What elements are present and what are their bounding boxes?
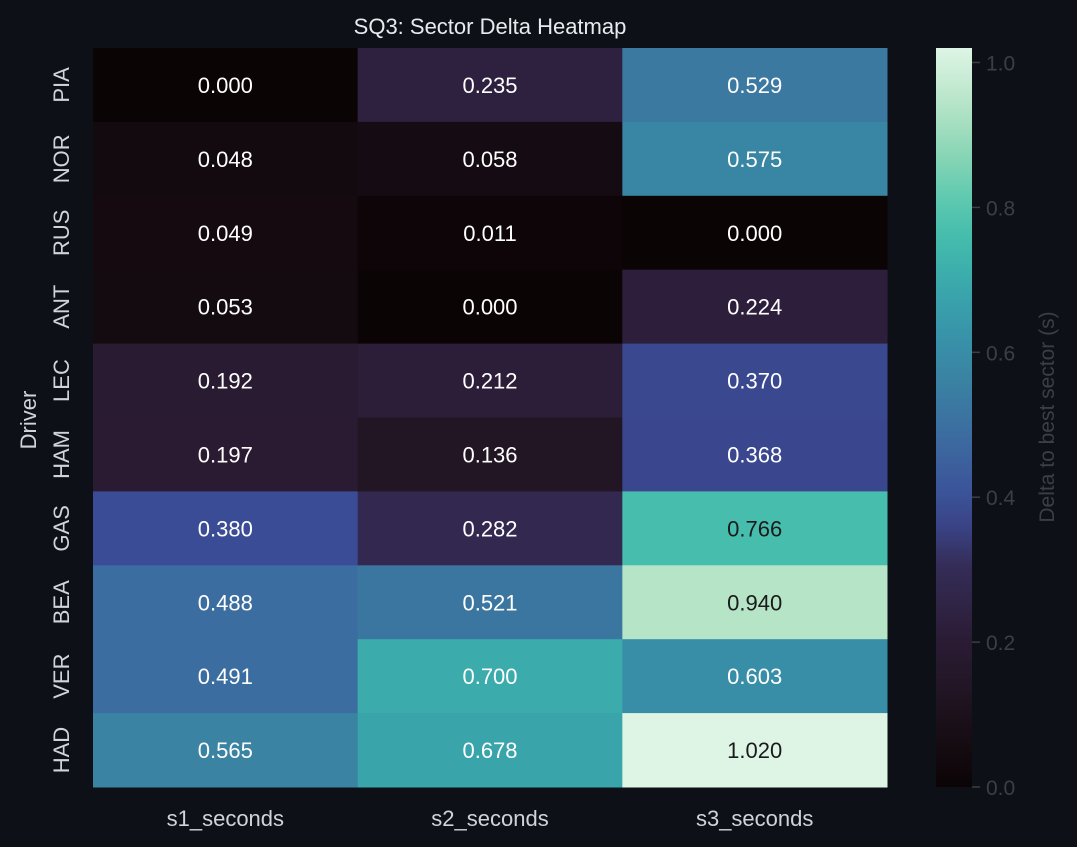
cell-value-label: 0.603 [727, 664, 782, 689]
heatmap-cell [622, 417, 888, 492]
heatmap-cell [357, 269, 623, 345]
cell-value-label: 0.575 [727, 147, 782, 172]
heatmap-cell [622, 491, 888, 566]
cell-value-label: 0.529 [727, 73, 782, 98]
heatmap-cell [93, 491, 359, 566]
heatmap-cell [357, 343, 623, 418]
colorbar-tick-label: 0.4 [986, 487, 1016, 510]
heatmap-cells: 0.000 0.235 0.529 0.048 0.058 0.575 0.049 0.011… [93, 48, 888, 788]
cell-value-label: 0.521 [462, 590, 517, 615]
cell-value-label: 0.565 [198, 738, 253, 763]
cell-value-label: 0.192 [198, 369, 253, 394]
x-tick-labels: s1_seconds s2_seconds s3_seconds [167, 806, 814, 831]
y-tick-label: HAD [49, 727, 74, 773]
y-axis-label: Driver [16, 391, 41, 450]
cell-value-label: 0.136 [462, 442, 517, 467]
heatmap-cell [93, 565, 359, 640]
y-tick-label: VER [49, 654, 74, 699]
y-tick-label: LEC [49, 359, 74, 402]
chart-title: SQ3: Sector Delta Heatmap [354, 14, 627, 39]
heatmap-cell [357, 121, 623, 197]
colorbar-tick-label: 0.2 [986, 632, 1015, 655]
heatmap-cell [357, 417, 623, 492]
heatmap-cell [93, 713, 359, 788]
cell-value-label: 0.048 [198, 147, 253, 172]
cell-value-label: 0.766 [727, 516, 782, 541]
cell-value-label: 0.700 [462, 664, 517, 689]
y-tick-label: BEA [49, 580, 74, 624]
heatmap-cell [357, 195, 623, 271]
heatmap-cell [622, 269, 888, 345]
cell-value-label: 0.380 [198, 516, 253, 541]
heatmap-cell [93, 343, 359, 418]
cell-value-label: 0.000 [462, 295, 517, 320]
cell-value-label: 0.491 [198, 664, 253, 689]
heatmap-cell [357, 565, 623, 640]
heatmap-cell [357, 491, 623, 566]
cell-value-label: 0.940 [727, 590, 782, 615]
heatmap-cell [622, 639, 888, 714]
heatmap-cell [357, 713, 623, 788]
heatmap-cell [357, 48, 623, 123]
heatmap-cell [93, 121, 359, 197]
y-tick-label: RUS [49, 210, 74, 256]
cell-value-label: 0.368 [727, 442, 782, 467]
heatmap-cell [622, 121, 888, 197]
heatmap-cell [93, 639, 359, 714]
cell-value-label: 0.049 [198, 221, 253, 246]
cell-value-label: 0.370 [727, 369, 782, 394]
cell-value-label: 0.678 [462, 738, 517, 763]
heatmap-cell [622, 713, 888, 788]
cell-value-label: 0.224 [727, 295, 782, 320]
cell-value-label: 0.000 [198, 73, 253, 98]
heatmap-cell [622, 343, 888, 418]
y-tick-label: ANT [49, 285, 74, 329]
heatmap-cell [357, 639, 623, 714]
cell-value-label: 0.053 [198, 295, 253, 320]
colorbar-label: Delta to best sector (s) [1036, 311, 1059, 522]
x-tick-label: s2_seconds [431, 806, 548, 831]
y-tick-label: HAM [49, 430, 74, 479]
heatmap-cell [93, 195, 359, 271]
cell-value-label: 0.488 [198, 590, 253, 615]
y-tick-label: NOR [49, 134, 74, 183]
y-tick-labels: PIA NOR RUS ANT LEC HAM GAS BEA VER HAD [49, 67, 74, 773]
colorbar: 0.0 0.2 0.4 0.6 0.8 1.0 Delta to best sector … [936, 48, 1059, 800]
colorbar-ticks: 0.0 0.2 0.4 0.6 0.8 1.0 [972, 52, 1016, 800]
heatmap-cell [93, 48, 359, 123]
cell-value-label: 0.212 [462, 369, 517, 394]
colorbar-tick-label: 1.0 [986, 52, 1015, 75]
x-tick-label: s1_seconds [167, 806, 284, 831]
y-tick-label: GAS [49, 505, 74, 551]
cell-value-label: 0.058 [462, 147, 517, 172]
heatmap-cell [622, 48, 888, 123]
heatmap-cell [93, 269, 359, 345]
cell-value-label: 0.000 [727, 221, 782, 246]
heatmap-cell [622, 195, 888, 271]
heatmap-cell [93, 417, 359, 492]
y-tick-label: PIA [49, 67, 74, 103]
colorbar-tick-label: 0.0 [986, 777, 1015, 800]
cell-value-label: 0.282 [462, 516, 517, 541]
colorbar-tick-label: 0.8 [986, 197, 1015, 220]
cell-value-label: 0.235 [462, 73, 517, 98]
x-tick-label: s3_seconds [696, 806, 813, 831]
colorbar-tick-label: 0.6 [986, 342, 1015, 365]
cell-value-label: 0.197 [198, 442, 253, 467]
colorbar-gradient [936, 48, 972, 787]
cell-value-label: 0.011 [463, 221, 516, 246]
cell-value-label: 1.020 [727, 738, 782, 763]
heatmap-cell [622, 565, 888, 640]
